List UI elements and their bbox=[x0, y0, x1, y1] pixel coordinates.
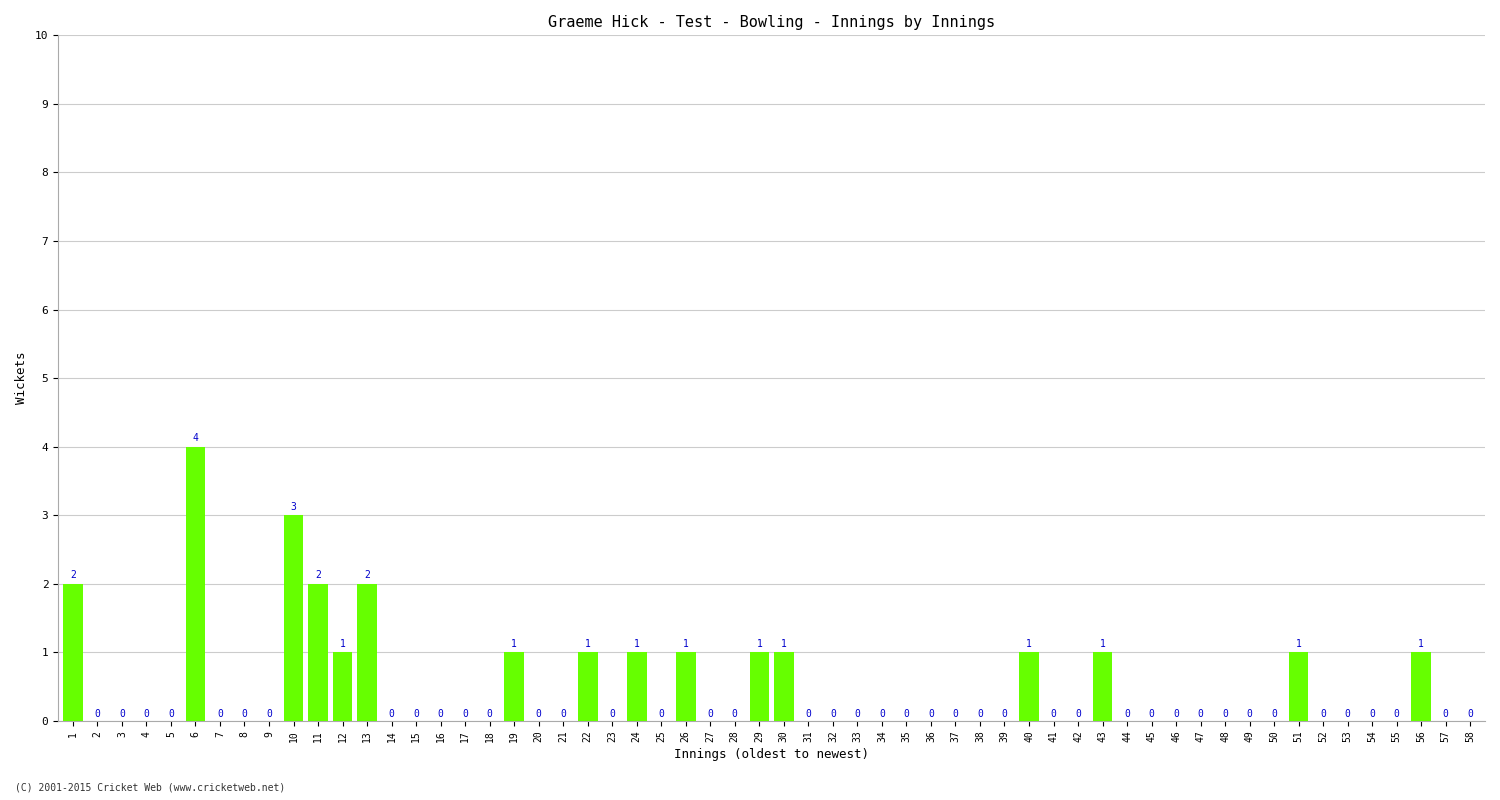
X-axis label: Innings (oldest to newest): Innings (oldest to newest) bbox=[674, 748, 868, 761]
Text: 0: 0 bbox=[1149, 709, 1155, 719]
Text: 0: 0 bbox=[168, 709, 174, 719]
Bar bbox=[63, 584, 82, 721]
Text: 0: 0 bbox=[413, 709, 419, 719]
Text: 4: 4 bbox=[192, 434, 198, 443]
Text: 0: 0 bbox=[1246, 709, 1252, 719]
Bar bbox=[504, 653, 524, 721]
Text: 0: 0 bbox=[855, 709, 861, 719]
Bar bbox=[676, 653, 696, 721]
Bar bbox=[308, 584, 328, 721]
Text: 0: 0 bbox=[903, 709, 909, 719]
Text: 0: 0 bbox=[388, 709, 394, 719]
Text: 0: 0 bbox=[658, 709, 664, 719]
Text: 0: 0 bbox=[1394, 709, 1400, 719]
Text: 0: 0 bbox=[242, 709, 248, 719]
Bar bbox=[774, 653, 794, 721]
Text: 0: 0 bbox=[976, 709, 982, 719]
Text: 1: 1 bbox=[634, 639, 639, 649]
Text: 1: 1 bbox=[1296, 639, 1302, 649]
Bar bbox=[186, 446, 206, 721]
Text: 0: 0 bbox=[1197, 709, 1203, 719]
Bar bbox=[750, 653, 770, 721]
Text: 0: 0 bbox=[830, 709, 836, 719]
Bar bbox=[1288, 653, 1308, 721]
Text: 0: 0 bbox=[266, 709, 272, 719]
Bar bbox=[1019, 653, 1040, 721]
Text: 0: 0 bbox=[1076, 709, 1082, 719]
Text: 1: 1 bbox=[1419, 639, 1424, 649]
Text: 0: 0 bbox=[879, 709, 885, 719]
Text: 3: 3 bbox=[291, 502, 297, 512]
Text: 1: 1 bbox=[682, 639, 688, 649]
Text: 1: 1 bbox=[585, 639, 591, 649]
Text: 0: 0 bbox=[536, 709, 542, 719]
Text: 0: 0 bbox=[1002, 709, 1008, 719]
Text: 0: 0 bbox=[118, 709, 124, 719]
Text: 0: 0 bbox=[609, 709, 615, 719]
Text: 0: 0 bbox=[1050, 709, 1056, 719]
Text: 0: 0 bbox=[1270, 709, 1276, 719]
Bar bbox=[1092, 653, 1113, 721]
Text: 0: 0 bbox=[1320, 709, 1326, 719]
Text: 0: 0 bbox=[561, 709, 566, 719]
Text: 2: 2 bbox=[315, 570, 321, 581]
Bar bbox=[578, 653, 597, 721]
Text: 0: 0 bbox=[486, 709, 492, 719]
Text: 0: 0 bbox=[732, 709, 738, 719]
Text: 0: 0 bbox=[1370, 709, 1376, 719]
Text: 1: 1 bbox=[782, 639, 788, 649]
Text: 0: 0 bbox=[94, 709, 100, 719]
Text: 0: 0 bbox=[144, 709, 150, 719]
Bar bbox=[1412, 653, 1431, 721]
Text: 0: 0 bbox=[1173, 709, 1179, 719]
Text: 0: 0 bbox=[462, 709, 468, 719]
Text: 0: 0 bbox=[928, 709, 934, 719]
Text: 2: 2 bbox=[364, 570, 370, 581]
Text: 0: 0 bbox=[1443, 709, 1449, 719]
Text: 0: 0 bbox=[1467, 709, 1473, 719]
Text: 1: 1 bbox=[339, 639, 345, 649]
Bar bbox=[627, 653, 646, 721]
Text: 0: 0 bbox=[1124, 709, 1130, 719]
Bar bbox=[357, 584, 376, 721]
Text: 1: 1 bbox=[512, 639, 518, 649]
Y-axis label: Wickets: Wickets bbox=[15, 352, 28, 405]
Text: 1: 1 bbox=[756, 639, 762, 649]
Text: 1: 1 bbox=[1026, 639, 1032, 649]
Text: 1: 1 bbox=[1100, 639, 1106, 649]
Text: 0: 0 bbox=[1222, 709, 1228, 719]
Bar bbox=[333, 653, 352, 721]
Text: 2: 2 bbox=[70, 570, 76, 581]
Text: 0: 0 bbox=[217, 709, 223, 719]
Text: (C) 2001-2015 Cricket Web (www.cricketweb.net): (C) 2001-2015 Cricket Web (www.cricketwe… bbox=[15, 782, 285, 792]
Title: Graeme Hick - Test - Bowling - Innings by Innings: Graeme Hick - Test - Bowling - Innings b… bbox=[548, 15, 994, 30]
Text: 0: 0 bbox=[1346, 709, 1350, 719]
Text: 0: 0 bbox=[806, 709, 812, 719]
Text: 0: 0 bbox=[438, 709, 444, 719]
Bar bbox=[284, 515, 303, 721]
Text: 0: 0 bbox=[708, 709, 712, 719]
Text: 0: 0 bbox=[952, 709, 958, 719]
